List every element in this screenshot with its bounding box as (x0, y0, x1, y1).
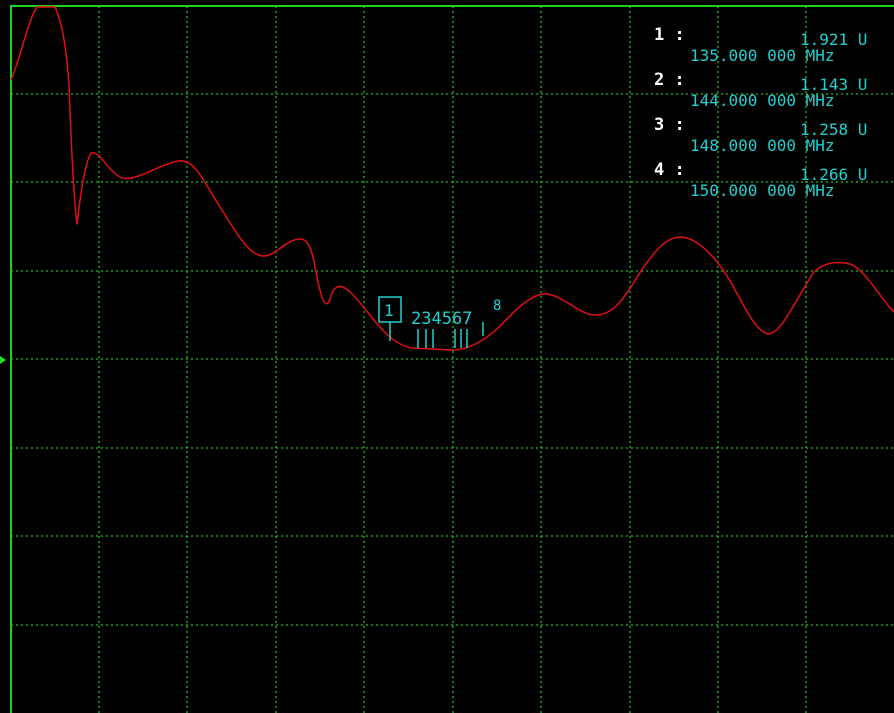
readout-2-frequency: 144.000 000 MHz (690, 91, 835, 110)
readout-3-index: 3 : (654, 115, 685, 135)
readout-3-frequency: 148.000 000 MHz (690, 136, 835, 155)
readout-1-index: 1 : (654, 25, 685, 45)
marker-8-label: 8 (493, 298, 501, 314)
marker-group-labels: 234567 (411, 309, 472, 329)
readout-3-value: 1.258 U (800, 120, 868, 139)
marker-1[interactable]: 1 (378, 296, 402, 341)
marker-group[interactable]: 234567 8 (411, 298, 501, 348)
marker-readout-4: 4 : 1.266 U 150.000 000 MHz (652, 161, 894, 206)
readout-1-frequency: 135.000 000 MHz (690, 46, 835, 65)
trace-line (10, 6, 894, 351)
grid-lines (11, 6, 894, 713)
marker-1-label: 1 (384, 301, 394, 320)
readout-2-value: 1.143 U (800, 75, 868, 94)
marker-readout-3: 3 : 1.258 U 148.000 000 MHz (652, 116, 894, 161)
marker-readout-table: 1 : 1.921 U 135.000 000 MHz 2 : 1.143 U … (652, 26, 894, 206)
readout-4-frequency: 150.000 000 MHz (690, 181, 835, 200)
readout-2-index: 2 : (654, 70, 685, 90)
readout-4-index: 4 : (654, 160, 685, 180)
readout-4-value: 1.266 U (800, 165, 868, 184)
plot-frame (10, 5, 894, 713)
marker-readout-1: 1 : 1.921 U 135.000 000 MHz (652, 26, 894, 71)
reference-arrow-icon (0, 356, 6, 364)
readout-1-value: 1.921 U (800, 30, 868, 49)
marker-readout-2: 2 : 1.143 U 144.000 000 MHz (652, 71, 894, 116)
